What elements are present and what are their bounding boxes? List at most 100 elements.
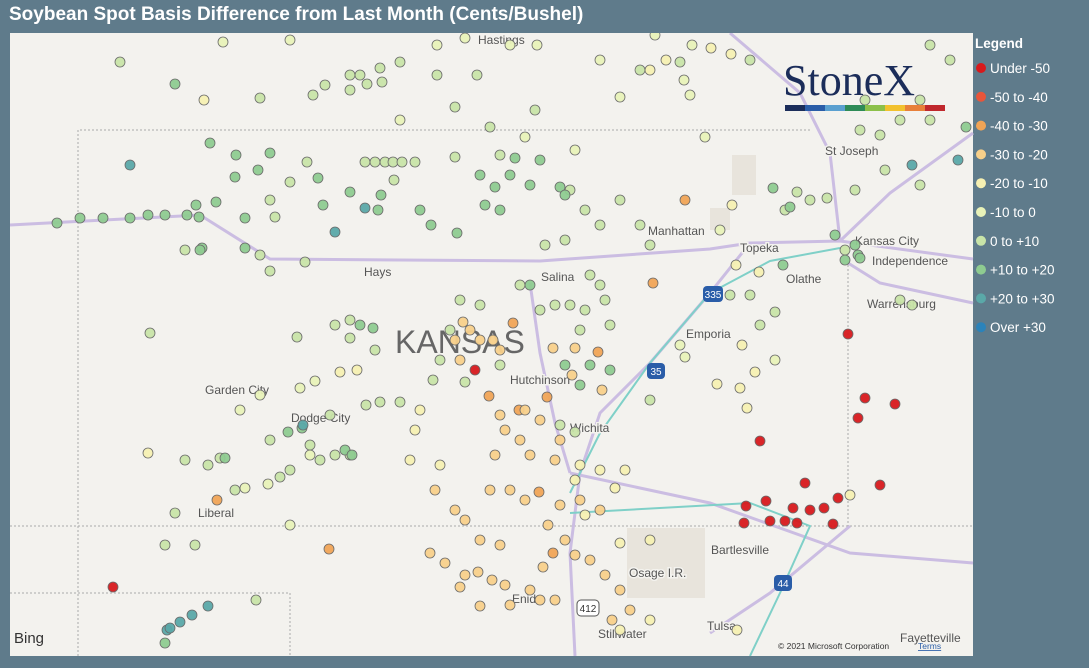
- dot: [319, 79, 331, 91]
- dot: [569, 474, 581, 486]
- dot: [614, 624, 626, 636]
- dot: [829, 229, 841, 241]
- dot: [594, 504, 606, 516]
- legend-label: +20 to +30: [990, 291, 1055, 306]
- dot: [472, 566, 484, 578]
- dot: [791, 517, 803, 529]
- dot: [189, 539, 201, 551]
- dot: [924, 39, 936, 51]
- dot: [344, 186, 356, 198]
- dot: [124, 159, 136, 171]
- dot: [854, 252, 866, 264]
- dot: [499, 579, 511, 591]
- dot: [394, 396, 406, 408]
- dot: [74, 212, 86, 224]
- dot: [686, 39, 698, 51]
- dot: [323, 543, 335, 555]
- terms-link[interactable]: Terms: [918, 641, 941, 651]
- dot: [609, 482, 621, 494]
- dot: [839, 244, 851, 256]
- legend-swatch: [976, 63, 986, 73]
- dot: [484, 121, 496, 133]
- dot: [537, 561, 549, 573]
- dot: [174, 616, 186, 628]
- dot: [304, 439, 316, 451]
- title: Soybean Spot Basis Difference from Last …: [9, 4, 584, 25]
- dot: [569, 342, 581, 354]
- dot: [494, 204, 506, 216]
- dot: [284, 519, 296, 531]
- dot: [181, 209, 193, 221]
- place-label: Hutchinson: [510, 373, 570, 387]
- dot: [459, 376, 471, 388]
- dot: [210, 196, 222, 208]
- dot: [839, 254, 851, 266]
- legend-swatch: [976, 322, 986, 333]
- dot: [264, 147, 276, 159]
- dot: [97, 212, 109, 224]
- dot: [269, 211, 281, 223]
- dot: [514, 279, 526, 291]
- dot: [427, 374, 439, 386]
- dot: [264, 265, 276, 277]
- dot: [299, 256, 311, 268]
- dot: [534, 594, 546, 606]
- dot: [294, 382, 306, 394]
- logo-bar: [885, 105, 905, 111]
- dot: [396, 156, 408, 168]
- place-label: Osage I.R.: [629, 566, 686, 580]
- dot: [519, 131, 531, 143]
- dot: [592, 346, 604, 358]
- dot: [404, 454, 416, 466]
- dot: [547, 547, 559, 559]
- dot: [164, 622, 176, 634]
- dot: [394, 56, 406, 68]
- dot: [387, 156, 399, 168]
- dot: [309, 375, 321, 387]
- shield-label: 44: [777, 579, 789, 590]
- dot: [375, 189, 387, 201]
- logo: StoneX: [783, 56, 945, 111]
- land-area: [710, 208, 730, 230]
- dot: [584, 359, 596, 371]
- dot: [454, 581, 466, 593]
- dot: [705, 42, 717, 54]
- dot: [906, 299, 918, 311]
- dot: [554, 434, 566, 446]
- dot: [894, 294, 906, 306]
- dot: [51, 217, 63, 229]
- legend-swatch: [976, 178, 986, 189]
- dot: [726, 199, 738, 211]
- place-label: Olathe: [786, 272, 822, 286]
- dot: [239, 482, 251, 494]
- dot: [414, 404, 426, 416]
- logo-bar: [925, 105, 945, 111]
- dot: [451, 227, 463, 239]
- dot: [554, 181, 566, 193]
- dot: [519, 404, 531, 416]
- dot: [494, 409, 506, 421]
- dot: [699, 131, 711, 143]
- dot: [229, 484, 241, 496]
- dot: [142, 447, 154, 459]
- dot: [301, 156, 313, 168]
- dot: [644, 239, 656, 251]
- dot: [594, 279, 606, 291]
- dot: [374, 396, 386, 408]
- dot: [504, 169, 516, 181]
- copyright: © 2021 Microsoft Corporation: [778, 641, 889, 651]
- dot: [367, 322, 379, 334]
- dot: [777, 259, 789, 271]
- land-area: [732, 155, 756, 195]
- dot: [198, 94, 210, 106]
- dot: [114, 56, 126, 68]
- dot: [424, 547, 436, 559]
- dot: [539, 239, 551, 251]
- legend-title: Legend: [975, 36, 1023, 51]
- dot: [254, 92, 266, 104]
- dot: [649, 33, 661, 41]
- dot: [449, 101, 461, 113]
- dot: [409, 156, 421, 168]
- dot: [842, 328, 854, 340]
